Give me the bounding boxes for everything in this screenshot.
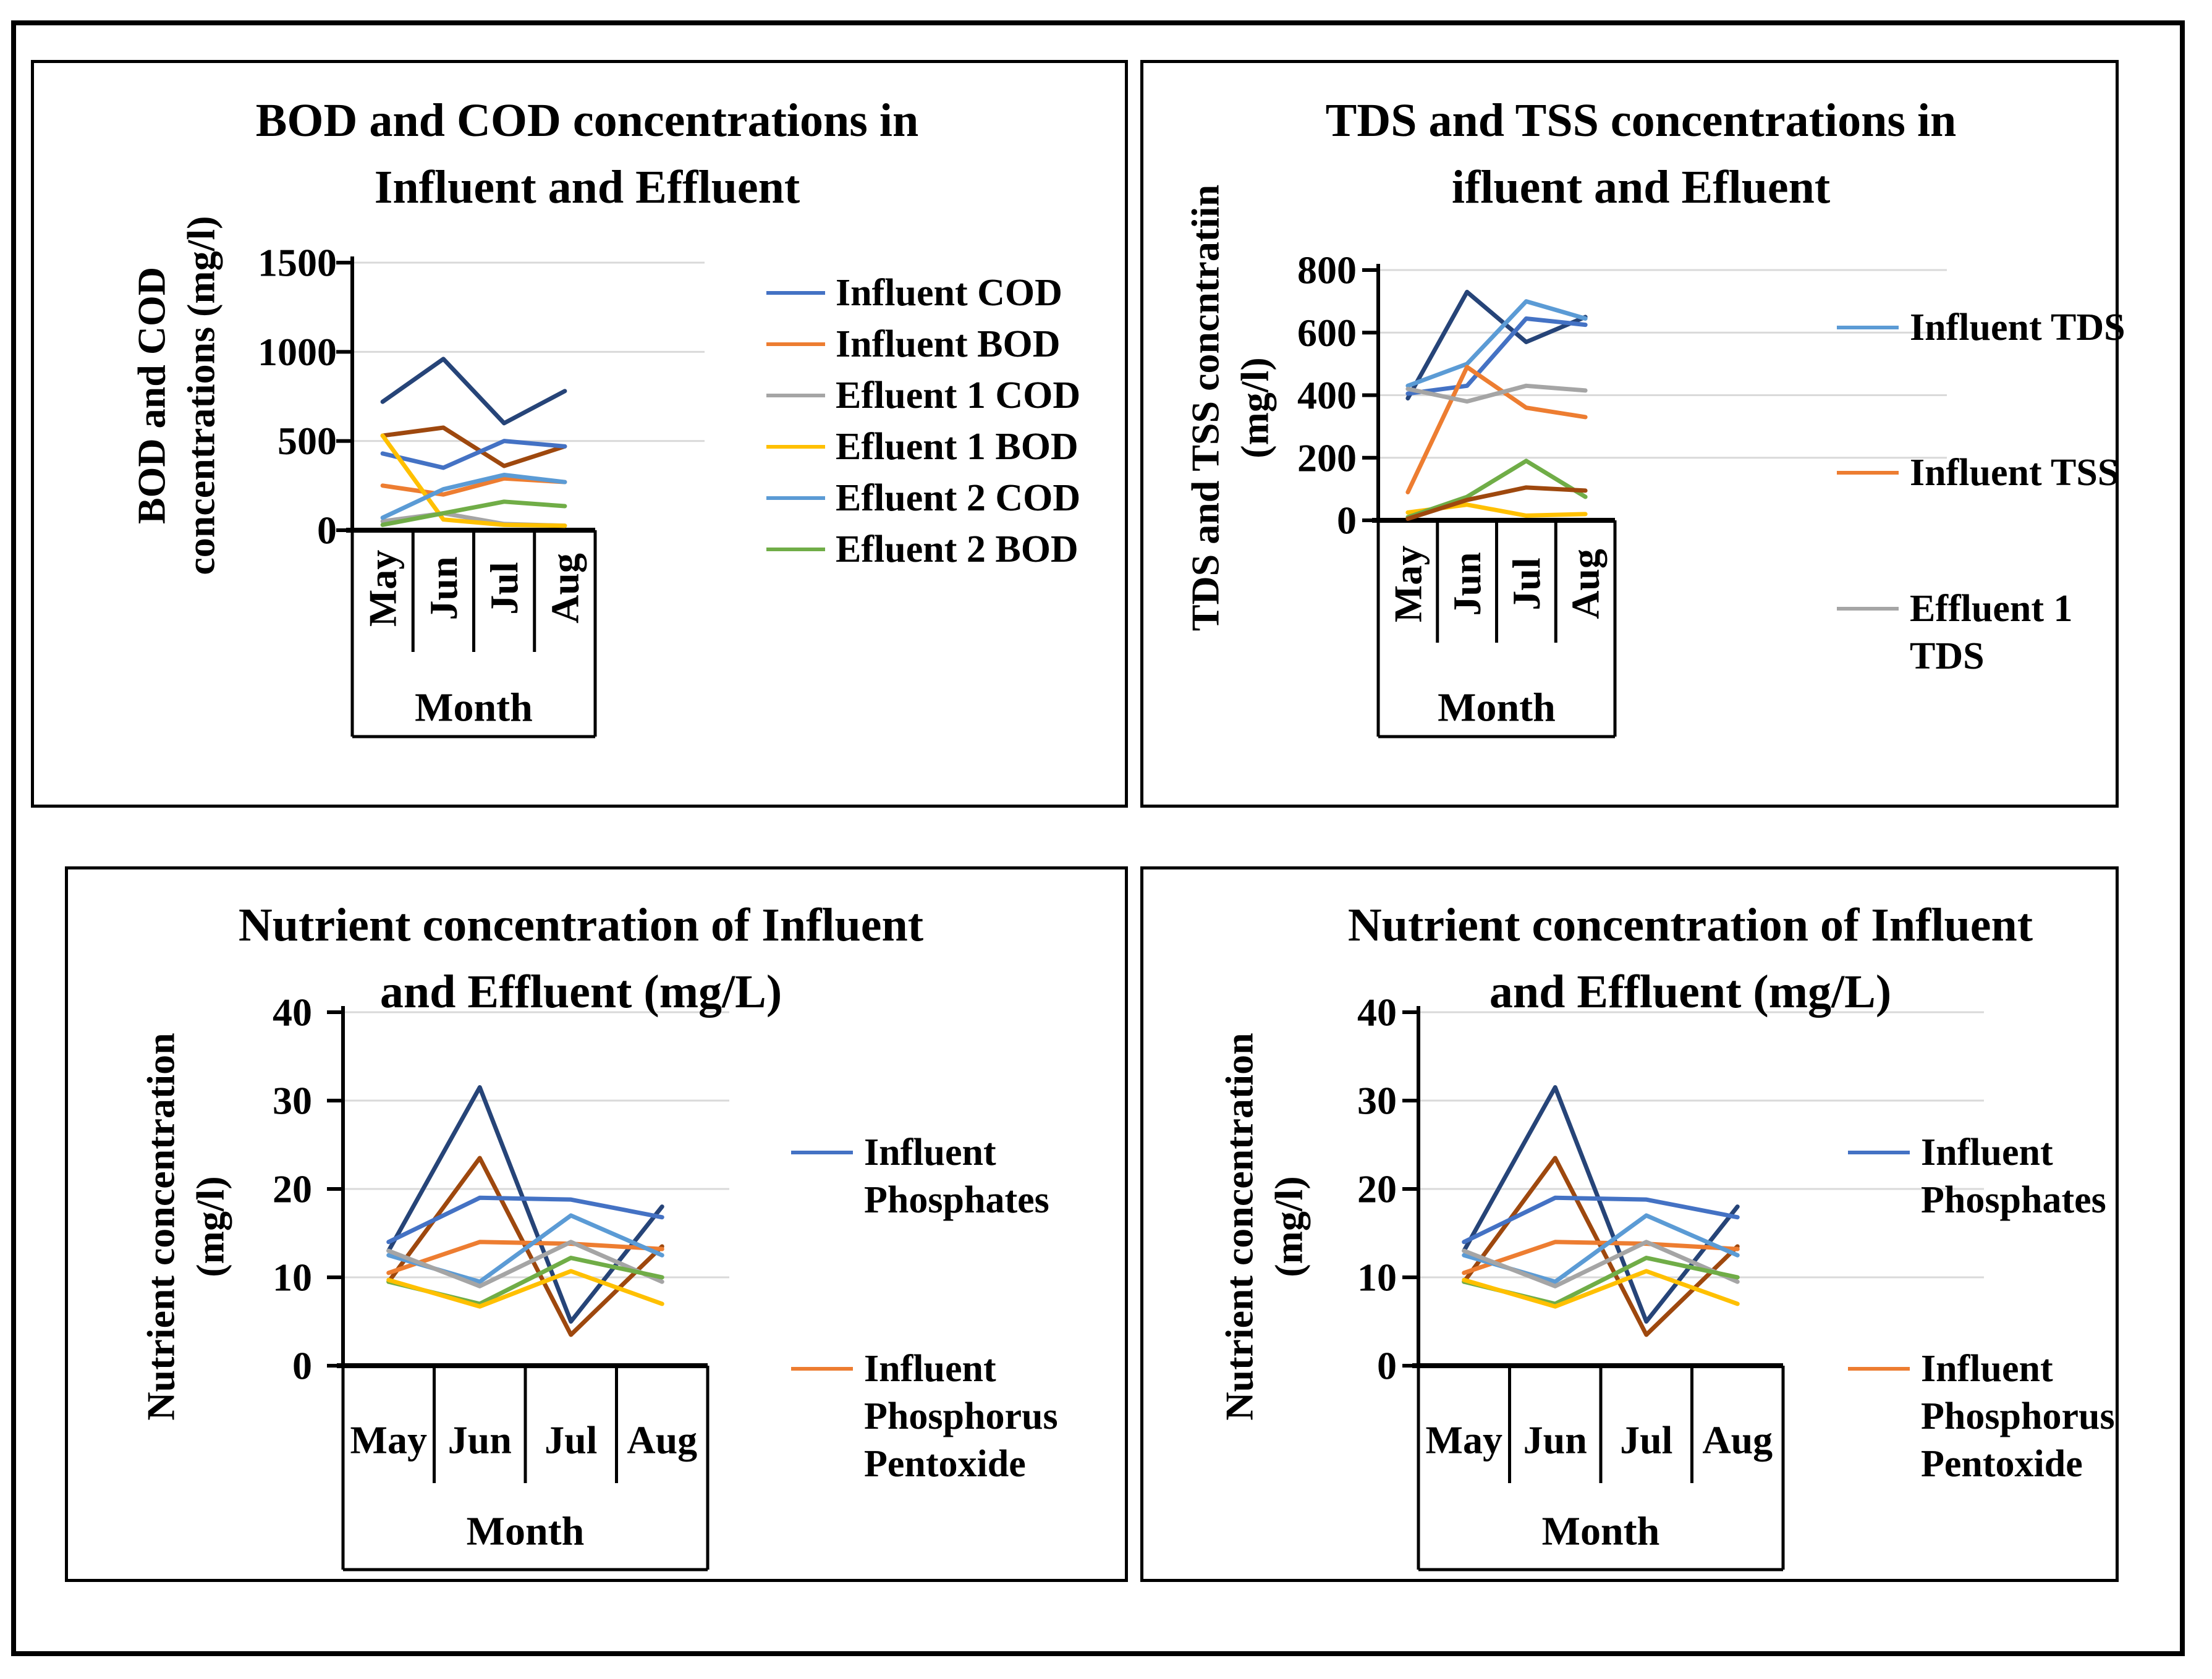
panel-tds-tss [1140,60,2119,808]
panel-bod-cod [31,60,1128,808]
panel-nutrient-left [65,866,1128,1582]
panel-nutrient-right [1140,866,2119,1582]
